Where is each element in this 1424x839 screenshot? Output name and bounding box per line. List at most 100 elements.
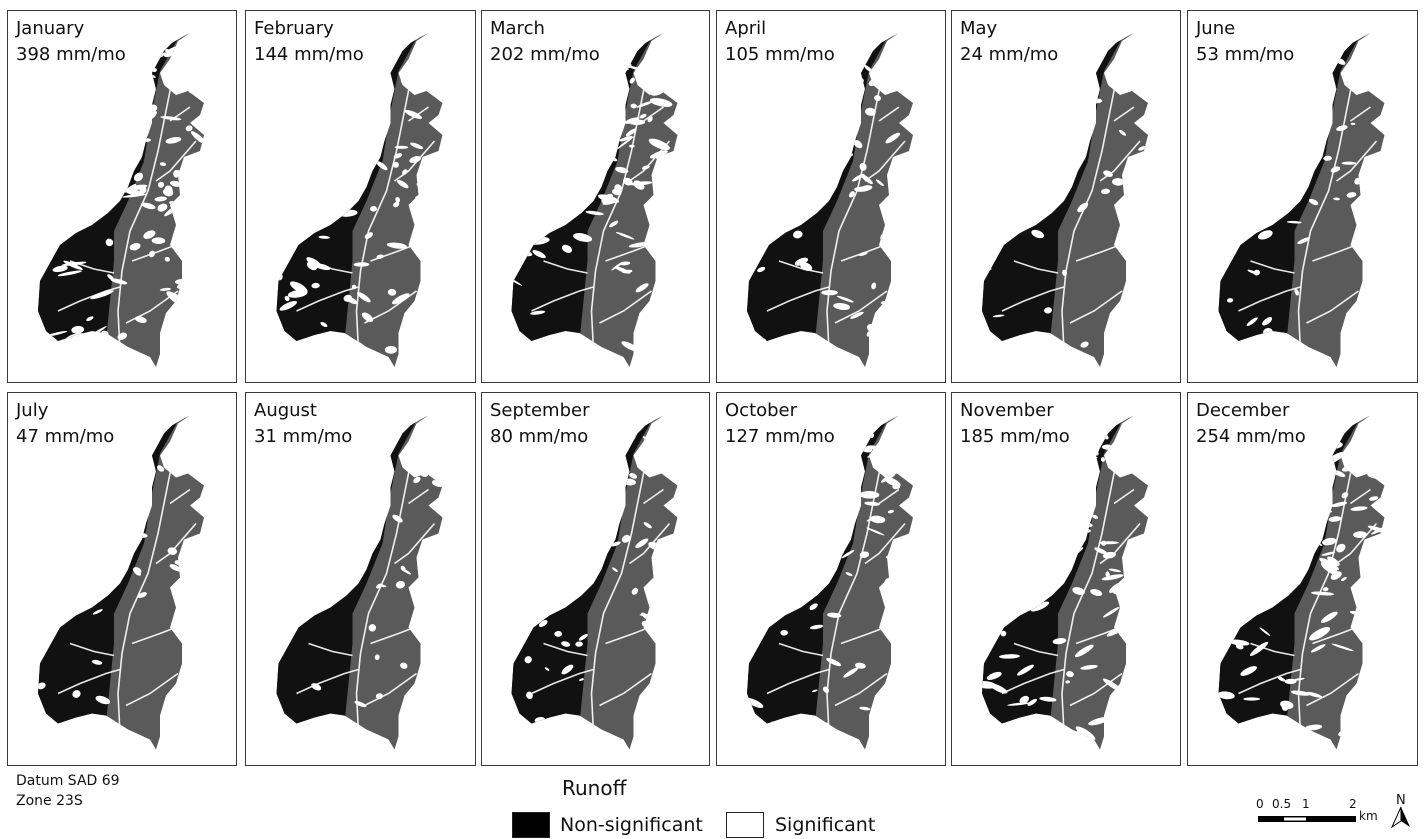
significant-runoff-patch bbox=[72, 690, 81, 698]
significant-runoff-patch bbox=[151, 237, 166, 245]
north-arrow: N bbox=[1388, 794, 1414, 828]
significant-runoff-patch bbox=[1134, 445, 1143, 454]
significant-runoff-patch bbox=[310, 603, 321, 609]
significant-runoff-patch bbox=[136, 505, 148, 515]
significant-runoff-patch bbox=[433, 63, 443, 69]
significant-runoff-patch bbox=[392, 293, 410, 305]
significant-runoff-patch bbox=[1284, 678, 1297, 685]
significant-runoff-patch bbox=[752, 338, 766, 350]
significant-runoff-patch bbox=[137, 592, 147, 599]
significant-runoff-patch bbox=[284, 295, 290, 302]
significant-runoff-patch bbox=[90, 290, 114, 300]
significant-runoff-patch bbox=[1019, 695, 1030, 704]
significant-runoff-patch bbox=[190, 236, 204, 247]
significant-runoff-patch bbox=[902, 65, 911, 71]
significant-runoff-patch bbox=[1369, 496, 1379, 501]
drainage-line bbox=[1001, 286, 1065, 312]
drainage-line bbox=[590, 70, 649, 352]
significant-runoff-patch bbox=[107, 340, 114, 343]
significant-runoff-patch bbox=[392, 514, 403, 523]
significant-runoff-patch bbox=[374, 654, 380, 661]
significant-runoff-patch bbox=[1077, 456, 1098, 465]
significant-runoff-patch bbox=[1370, 198, 1381, 205]
significant-runoff-patch bbox=[1101, 574, 1124, 581]
significant-runoff-patch bbox=[1371, 540, 1380, 546]
rainfall-label: 47 mm/mo bbox=[16, 426, 115, 447]
drainage-line bbox=[766, 286, 830, 312]
significant-runoff-patch bbox=[1133, 665, 1143, 673]
significant-runoff-patch bbox=[863, 64, 873, 73]
significant-runoff-patch bbox=[1311, 520, 1317, 525]
significant-runoff-patch bbox=[1321, 480, 1329, 488]
significant-runoff-patch bbox=[1366, 555, 1385, 564]
drainage-line bbox=[57, 286, 121, 312]
map-panel-december: December 254 mm/mo bbox=[1187, 392, 1418, 766]
drainage-line bbox=[69, 642, 115, 657]
significant-runoff-patch bbox=[859, 706, 871, 711]
significant-runoff-patch bbox=[77, 213, 92, 226]
significant-runoff-patch bbox=[413, 476, 421, 484]
drainage-line bbox=[643, 488, 664, 505]
significant-runoff-patch bbox=[1132, 436, 1142, 441]
significant-runoff-patch bbox=[54, 225, 71, 230]
significant-runoff-patch bbox=[662, 535, 677, 544]
significant-runoff-patch bbox=[95, 695, 111, 705]
significant-runoff-patch bbox=[1338, 726, 1361, 737]
significant-runoff-patch bbox=[1293, 677, 1305, 681]
significant-runoff-patch bbox=[110, 278, 128, 285]
significant-runoff-patch bbox=[573, 233, 593, 242]
significant-runoff-patch bbox=[891, 607, 903, 616]
significant-runoff-patch bbox=[615, 231, 635, 240]
significant-runoff-patch bbox=[1078, 458, 1092, 464]
significant-runoff-patch bbox=[526, 691, 533, 700]
zone-label: Zone 23S bbox=[16, 793, 83, 809]
map-panel-april: April 105 mm/mo bbox=[716, 10, 946, 383]
drainage-line bbox=[629, 140, 671, 182]
catchment-map-september bbox=[511, 415, 678, 750]
significant-runoff-patch bbox=[992, 314, 1005, 318]
significant-runoff-patch bbox=[532, 250, 546, 259]
significant-runoff-patch bbox=[561, 641, 571, 647]
significant-runoff-patch bbox=[1000, 630, 1007, 637]
significant-runoff-patch bbox=[1073, 466, 1086, 474]
significant-runoff-patch bbox=[621, 269, 633, 274]
significant-runoff-patch bbox=[1044, 307, 1052, 314]
significant-runoff-patch bbox=[289, 281, 308, 294]
significant-runoff-patch bbox=[38, 682, 46, 690]
significant-runoff-patch bbox=[1234, 730, 1244, 737]
significant-runoff-patch bbox=[899, 570, 905, 575]
catchment-map-june bbox=[1218, 33, 1385, 367]
significant-runoff-patch bbox=[578, 633, 588, 641]
catchment-map-august bbox=[276, 415, 443, 750]
significant-runoff-patch bbox=[376, 102, 386, 111]
month-label: December bbox=[1196, 400, 1290, 421]
significant-runoff-patch bbox=[1319, 557, 1340, 571]
rainfall-label: 185 mm/mo bbox=[960, 426, 1070, 447]
significant-runoff-patch bbox=[336, 342, 341, 347]
significant-runoff-patch bbox=[854, 662, 866, 669]
significant-runoff-patch bbox=[1250, 641, 1269, 656]
significant-runoff-patch bbox=[561, 244, 573, 253]
map-panel-october: October 127 mm/mo bbox=[716, 392, 946, 766]
drainage-line bbox=[355, 70, 414, 352]
significant-runoff-patch bbox=[1371, 704, 1381, 712]
month-label: September bbox=[490, 400, 590, 421]
significant-runoff-patch bbox=[1336, 543, 1346, 553]
significant-runoff-patch bbox=[809, 603, 818, 611]
drainage-line bbox=[364, 290, 417, 324]
significant-runoff-patch bbox=[1277, 676, 1286, 682]
significant-runoff-patch bbox=[1368, 198, 1377, 202]
significant-runoff-patch bbox=[125, 47, 144, 61]
significant-runoff-patch bbox=[869, 515, 886, 524]
significant-runoff-patch bbox=[1328, 516, 1342, 522]
significant-runoff-patch bbox=[1322, 587, 1329, 592]
significant-runoff-patch bbox=[1243, 697, 1261, 701]
significant-runoff-patch bbox=[129, 54, 142, 62]
significant-runoff-patch bbox=[176, 68, 200, 80]
significant-runoff-patch bbox=[129, 242, 141, 251]
significant-runoff-patch bbox=[999, 654, 1020, 659]
significant-runoff-patch bbox=[196, 711, 203, 720]
significant-runoff-patch bbox=[982, 634, 994, 641]
scale-tick-0-5: 0.5 bbox=[1272, 797, 1292, 811]
rainfall-label: 53 mm/mo bbox=[1196, 44, 1295, 65]
